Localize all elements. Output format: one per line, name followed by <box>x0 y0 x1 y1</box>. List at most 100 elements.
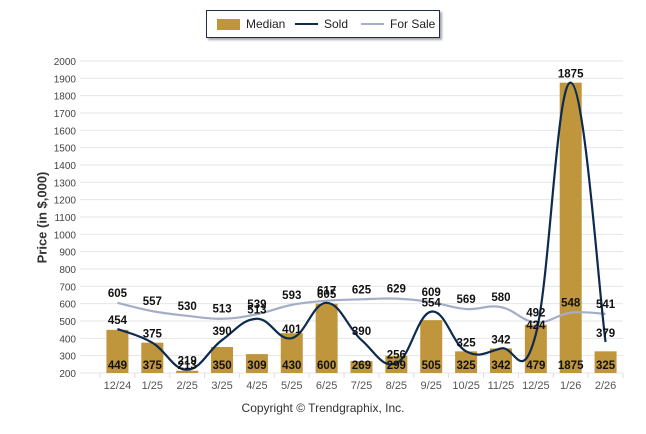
y-tick-label: 200 <box>59 369 76 380</box>
legend-item-sold[interactable]: Sold <box>295 17 348 31</box>
y-tick-label: 1800 <box>54 92 77 103</box>
for-sale-value-label: 625 <box>352 284 372 296</box>
x-tick-label: 1/25 <box>142 380 163 392</box>
median-value-label: 299 <box>387 360 406 372</box>
median-value-label: 325 <box>457 360 477 372</box>
for-sale-value-label: 513 <box>212 304 231 316</box>
median-bar <box>141 342 164 373</box>
y-tick-label: 1600 <box>54 126 77 137</box>
median-value-label: 342 <box>491 360 510 372</box>
sold-value-label: 1875 <box>558 69 584 81</box>
median-value-label: 309 <box>247 360 266 372</box>
median-value-label: 375 <box>143 360 163 372</box>
sold-value-label: 256 <box>387 349 406 361</box>
x-tick-label: 5/25 <box>281 380 302 392</box>
legend-swatch-for-sale <box>361 23 384 25</box>
x-tick-label: 11/25 <box>488 380 515 392</box>
for-sale-value-label: 569 <box>457 294 476 306</box>
sold-line <box>117 81 607 371</box>
series-lines <box>117 81 607 371</box>
y-tick-label: 600 <box>59 300 76 311</box>
median-bar <box>280 333 303 373</box>
median-value-label: 479 <box>526 360 545 372</box>
median-value-label: 1875 <box>558 360 584 372</box>
sold-value-label: 325 <box>457 337 477 349</box>
for-sale-value-label: 557 <box>143 296 162 308</box>
y-tick-label: 1400 <box>54 161 77 172</box>
x-tick-label: 1/26 <box>560 380 581 392</box>
x-tick-label: 9/25 <box>421 380 442 392</box>
sold-value-label: 390 <box>352 326 371 338</box>
sold-value-label: 401 <box>282 324 302 336</box>
sold-value-label: 513 <box>247 305 266 317</box>
sold-value-label: 424 <box>526 320 546 332</box>
x-tick-labels: 12/24 1/25 2/25 3/25 4/25 5/25 6/25 7/25 8/25 9/2… <box>104 380 617 392</box>
y-tick-label: 700 <box>59 282 76 293</box>
median-bar <box>455 351 478 373</box>
y-tick-label: 500 <box>59 317 76 328</box>
x-tick-label: 6/25 <box>316 380 337 392</box>
for-sale-value-label: 548 <box>561 298 581 310</box>
sold-value-label: 454 <box>108 315 128 327</box>
for-sale-value-label: 492 <box>526 307 545 319</box>
median-value-label: 600 <box>317 360 336 372</box>
x-tick-label: 12/24 <box>104 380 132 392</box>
median-value-label: 325 <box>596 360 616 372</box>
x-tick-label: 2/25 <box>176 380 197 392</box>
median-value-label: 213 <box>178 360 197 372</box>
y-tick-label: 900 <box>59 248 76 259</box>
median-bar <box>176 370 199 373</box>
sold-value-label: 554 <box>422 298 442 310</box>
y-tick-label: 400 <box>59 334 76 345</box>
median-value-label: 505 <box>422 360 442 372</box>
legend-item-median[interactable]: Median <box>217 17 285 31</box>
copyright-text: Copyright © Trendgraphix, Inc. <box>241 401 405 415</box>
median-bar <box>420 320 443 373</box>
for-sale-value-label: 530 <box>178 301 197 313</box>
median-bar <box>524 324 547 373</box>
x-tick-label: 12/25 <box>522 380 550 392</box>
legend-item-for-sale[interactable]: For Sale <box>361 17 435 31</box>
median-bar <box>211 347 234 373</box>
y-tick-label: 1900 <box>54 74 77 85</box>
y-tick-label: 2000 <box>54 57 77 68</box>
legend-label-for-sale: For Sale <box>390 17 436 31</box>
legend-swatch-sold <box>295 23 318 25</box>
sold-value-label: 390 <box>212 326 231 338</box>
sold-value-label: 219 <box>178 356 197 368</box>
median-bar <box>350 361 373 373</box>
median-value-label: 430 <box>282 360 301 372</box>
for-sale-value-label: 617 <box>317 286 336 298</box>
for-sale-value-label: 539 <box>247 299 266 311</box>
y-tick-label: 1200 <box>54 196 77 207</box>
y-tick-label: 1300 <box>54 178 77 189</box>
for-sale-value-label: 541 <box>596 299 616 311</box>
y-tick-label: 1500 <box>54 144 77 155</box>
sold-value-label: 375 <box>143 329 163 341</box>
y-tick-label: 300 <box>59 352 76 363</box>
y-tick-label: 1700 <box>54 109 77 120</box>
for-sale-value-label: 605 <box>108 288 128 300</box>
legend: Median Sold For Sale <box>206 10 440 38</box>
sold-value-label: 379 <box>596 328 615 340</box>
legend-swatch-median <box>217 18 240 30</box>
x-tick-label: 8/25 <box>386 380 407 392</box>
x-tick-label: 3/25 <box>211 380 232 392</box>
median-value-label: 449 <box>108 360 127 372</box>
median-bar <box>559 82 582 374</box>
median-bar <box>245 354 268 373</box>
for-sale-value-label: 580 <box>491 292 510 304</box>
median-value-label: 350 <box>212 360 231 372</box>
x-tick-label: 4/25 <box>246 380 267 392</box>
sold-value-label: 342 <box>491 334 510 346</box>
y-tick-label: 800 <box>59 265 76 276</box>
median-bar <box>106 329 129 373</box>
median-bars <box>106 82 617 374</box>
median-value-label: 269 <box>352 360 371 372</box>
sold-value-label: 605 <box>317 289 337 301</box>
x-tick-label: 10/25 <box>452 380 480 392</box>
y-tick-labels: 200 300 400 500 600 700 800 900 1000 1100 1200 1300… <box>54 57 77 380</box>
y-tick-label: 1000 <box>54 230 77 241</box>
x-tick-label: 7/25 <box>351 380 372 392</box>
